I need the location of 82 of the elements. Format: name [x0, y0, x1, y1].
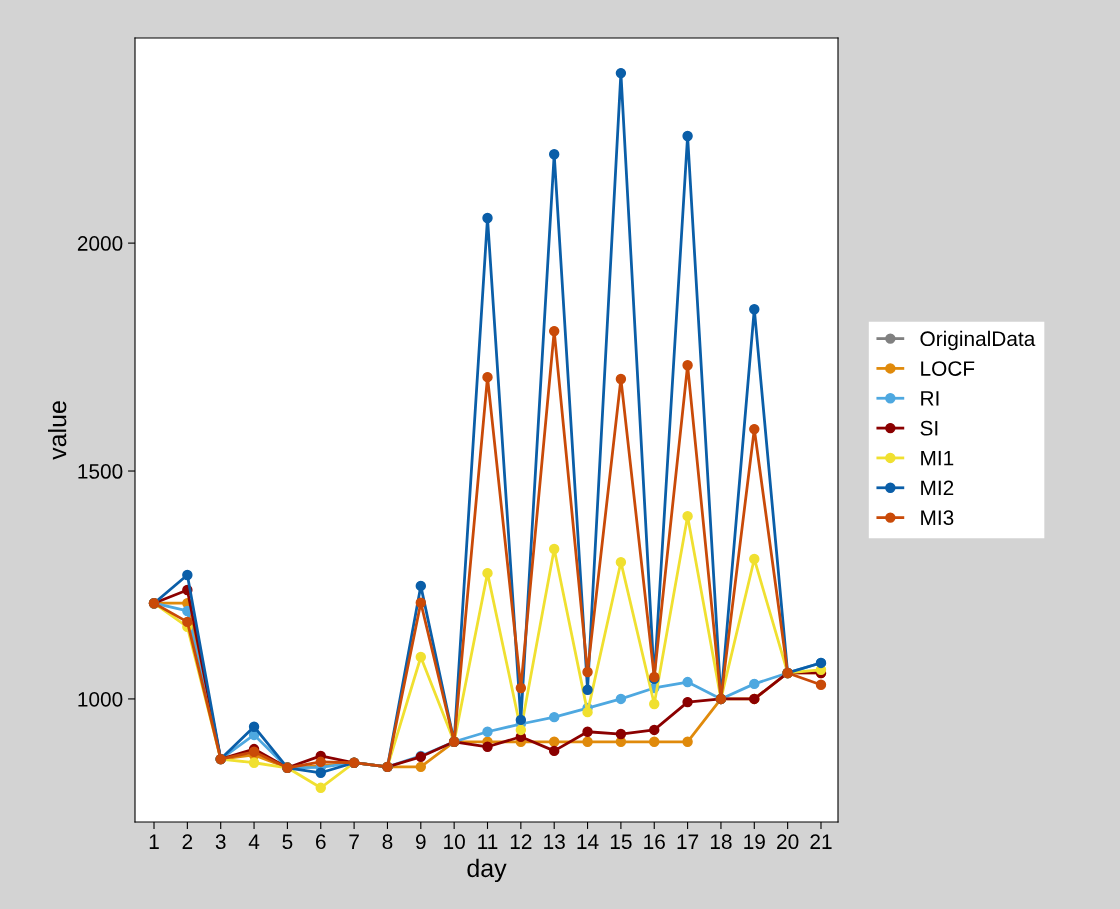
- point: [315, 767, 326, 778]
- legend-label: OriginalData: [920, 330, 1036, 351]
- point: [615, 67, 627, 79]
- point: [749, 304, 760, 315]
- x-tick-label: 14: [577, 834, 599, 849]
- point: [482, 741, 493, 752]
- point: [248, 721, 260, 732]
- x-tick-label: 18: [710, 834, 732, 850]
- legend-label: MI1: [921, 450, 954, 466]
- point: [548, 149, 560, 160]
- point: [682, 510, 693, 522]
- point: [315, 756, 326, 768]
- x-tick-label: 1: [149, 834, 159, 849]
- point: [615, 728, 627, 740]
- point: [182, 569, 193, 581]
- point: [649, 698, 660, 710]
- point: [482, 567, 493, 579]
- point: [415, 580, 427, 592]
- point: [682, 696, 693, 708]
- point: [482, 371, 493, 383]
- legend-label: RI: [921, 391, 939, 406]
- legend-label: LOCF: [921, 361, 975, 376]
- x-tick-label: 19: [744, 834, 765, 850]
- x-tick-label: 6: [316, 834, 326, 850]
- point: [582, 726, 593, 737]
- point: [582, 706, 593, 718]
- point: [582, 736, 593, 747]
- point: [548, 745, 560, 757]
- x-tick-label: 20: [777, 834, 799, 850]
- point: [749, 423, 760, 435]
- point: [682, 676, 693, 688]
- x-tick-label: 9: [415, 834, 426, 850]
- x-tick-label: 17: [677, 834, 699, 849]
- point: [415, 597, 427, 608]
- point: [615, 373, 627, 385]
- y-tick-label: 2000: [77, 236, 123, 251]
- x-tick-label: 13: [544, 834, 565, 850]
- x-tick-label: 10: [444, 834, 465, 850]
- x-tick-label: 15: [610, 834, 632, 850]
- point: [248, 757, 260, 768]
- point: [515, 682, 527, 694]
- legend-label: SI: [920, 420, 938, 436]
- point: [182, 616, 193, 628]
- x-tick-label: 8: [382, 834, 393, 850]
- point: [749, 678, 760, 690]
- point: [582, 684, 593, 696]
- x-axis-title: day: [467, 858, 507, 883]
- x-tick-label: 3: [215, 834, 226, 850]
- x-tick-label: 4: [248, 834, 260, 849]
- legend-label: MI2: [921, 480, 954, 496]
- point: [615, 693, 627, 705]
- point: [415, 651, 427, 663]
- point: [548, 543, 560, 555]
- y-tick-label: 1500: [78, 464, 123, 479]
- x-tick-label: 21: [810, 834, 832, 849]
- point: [682, 360, 693, 371]
- point: [415, 761, 427, 773]
- x-tick-label: 5: [282, 834, 293, 850]
- point: [515, 724, 527, 736]
- point: [649, 724, 660, 736]
- y-axis-title: value: [47, 401, 67, 460]
- point: [548, 325, 560, 337]
- point: [682, 130, 693, 142]
- point: [749, 553, 760, 565]
- point: [682, 736, 693, 747]
- x-tick-label: 16: [644, 834, 665, 850]
- y-tick-label: 1000: [78, 691, 123, 707]
- point: [615, 556, 627, 568]
- x-tick-label: 2: [182, 834, 193, 849]
- point: [649, 736, 660, 747]
- point: [548, 711, 560, 723]
- point: [482, 726, 493, 737]
- point: [482, 212, 493, 224]
- x-tick-label: 11: [478, 834, 498, 849]
- legend-label: MI3: [921, 510, 954, 526]
- point: [515, 714, 527, 726]
- x-tick-label: 12: [510, 834, 532, 849]
- point: [582, 666, 593, 678]
- point: [315, 782, 326, 794]
- x-tick-label: 7: [349, 834, 359, 849]
- point: [548, 736, 560, 747]
- point: [815, 679, 827, 691]
